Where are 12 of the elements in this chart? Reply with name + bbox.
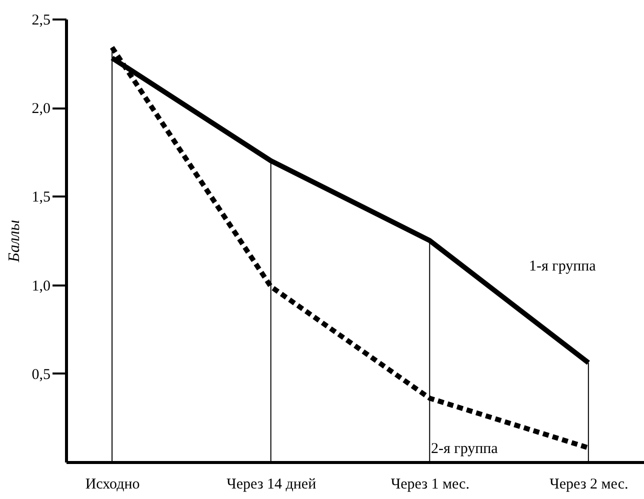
- y-tick-label: 0,5: [32, 366, 50, 383]
- x-tick-label: Через 1 мес.: [390, 476, 470, 492]
- y-axis-title: Баллы: [6, 220, 23, 264]
- x-tick-label: Через 14 дней: [226, 476, 316, 492]
- series-label: 2-я группа: [431, 441, 498, 458]
- y-tick-label: 2,0: [32, 101, 50, 118]
- x-tick-label: Через 2 мес.: [550, 476, 628, 492]
- x-tick-label: Исходно: [85, 476, 140, 492]
- y-tick-label: 2,5: [32, 12, 50, 28]
- y-tick-label: 1,0: [32, 278, 50, 294]
- y-tick-label: 1,5: [32, 190, 50, 206]
- text: 1-я группа: [529, 258, 596, 275]
